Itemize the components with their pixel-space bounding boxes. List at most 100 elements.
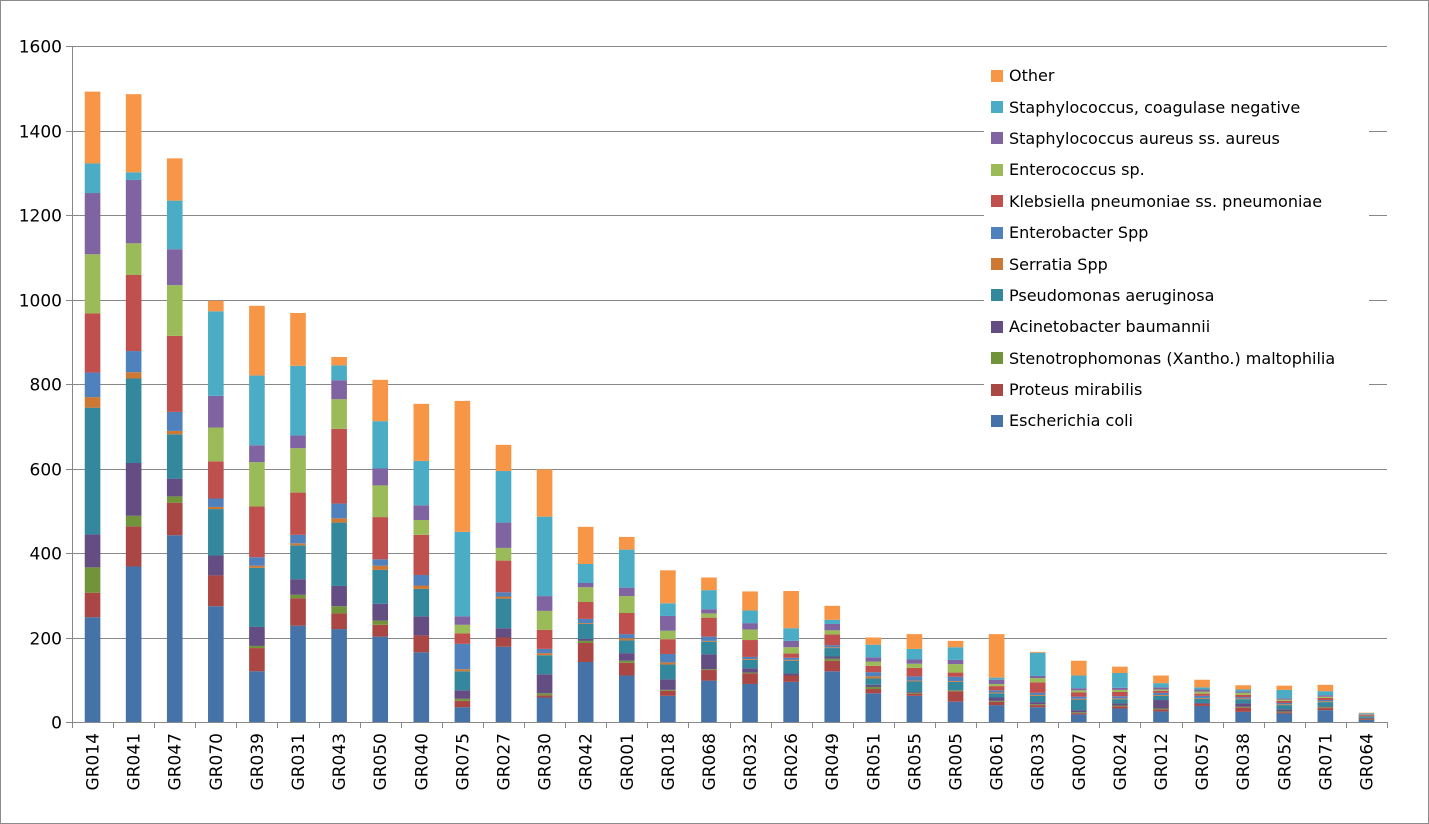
bar-segment bbox=[84, 617, 101, 722]
bar-segment bbox=[1194, 698, 1210, 703]
bar-segment bbox=[208, 300, 224, 312]
bar-segment bbox=[454, 700, 471, 708]
bar-segment bbox=[906, 659, 923, 664]
bar-segment bbox=[166, 200, 183, 250]
bar-segment bbox=[1235, 706, 1251, 708]
bar-segment bbox=[660, 689, 676, 691]
x-tick-label: GR052 bbox=[1275, 733, 1295, 790]
x-tick-label: GR012 bbox=[1152, 733, 1172, 790]
bar-segment bbox=[454, 698, 471, 701]
bar-segment bbox=[1317, 700, 1334, 702]
legend-swatch bbox=[991, 69, 1003, 82]
x-tick-label: GR007 bbox=[1070, 733, 1090, 790]
bar-segment bbox=[1112, 703, 1128, 706]
bar-segment bbox=[249, 671, 265, 722]
bar-segment bbox=[742, 623, 758, 630]
bar-segment bbox=[1153, 709, 1169, 712]
bar-segment bbox=[125, 275, 142, 352]
bar-segment bbox=[947, 659, 964, 665]
bar-segment bbox=[1235, 689, 1251, 692]
bar-segment bbox=[166, 434, 183, 479]
bar-segment bbox=[618, 536, 635, 550]
bar-segment bbox=[1235, 692, 1251, 695]
bar-segment bbox=[906, 693, 923, 696]
bar-segment bbox=[1070, 660, 1087, 676]
bar-segment bbox=[331, 380, 347, 400]
bar-segment bbox=[1194, 695, 1210, 698]
bar-segment bbox=[865, 661, 882, 666]
bar-segment bbox=[495, 596, 512, 599]
bar-stack-gr071 bbox=[1317, 684, 1334, 722]
bar-segment bbox=[906, 676, 923, 681]
bar-segment bbox=[454, 707, 471, 722]
legend-item: Pseudomonas aeruginosa bbox=[984, 280, 1369, 311]
bar-segment bbox=[577, 526, 594, 564]
bar-segment bbox=[865, 644, 882, 658]
bar-segment bbox=[166, 285, 183, 336]
bar-stack-gr075 bbox=[454, 400, 471, 722]
bar-segment bbox=[660, 664, 676, 680]
bar-segment bbox=[1070, 688, 1087, 691]
y-tick-label: 800 bbox=[30, 376, 62, 396]
bar-segment bbox=[1153, 694, 1169, 696]
bar-segment bbox=[865, 684, 882, 687]
y-tick-label: 1400 bbox=[19, 123, 62, 143]
bar-segment bbox=[495, 547, 512, 561]
bar-segment bbox=[1112, 692, 1128, 697]
bar-segment bbox=[1029, 651, 1046, 653]
bar-segment bbox=[84, 193, 101, 255]
bar-segment bbox=[947, 647, 964, 660]
x-tick-label: GR070 bbox=[207, 733, 227, 790]
bar-segment bbox=[577, 583, 594, 588]
bar-segment bbox=[372, 559, 389, 566]
bar-segment bbox=[947, 701, 964, 722]
bar-segment bbox=[701, 590, 717, 610]
bar-segment bbox=[1235, 699, 1251, 704]
bar-segment bbox=[824, 630, 841, 635]
x-tick-label: GR051 bbox=[864, 733, 884, 790]
bar-segment bbox=[1317, 702, 1334, 707]
bar-segment bbox=[372, 620, 389, 625]
y-tick-label: 200 bbox=[30, 630, 62, 650]
bar-segment bbox=[249, 462, 265, 507]
x-tick-label: GR071 bbox=[1316, 733, 1336, 790]
bar-segment bbox=[1194, 705, 1210, 722]
legend: Other Staphylococcus, coagulase negative S… bbox=[984, 60, 1369, 437]
bar-segment bbox=[577, 662, 594, 722]
bar-segment bbox=[577, 640, 594, 643]
bar-segment bbox=[413, 616, 430, 636]
x-tick-label: GR038 bbox=[1234, 733, 1254, 790]
bar-segment bbox=[125, 179, 142, 244]
bar-segment bbox=[947, 691, 964, 702]
bar-segment bbox=[1153, 689, 1169, 691]
bar-segment bbox=[536, 655, 553, 675]
bar-segment bbox=[1235, 703, 1251, 707]
bar-segment bbox=[1276, 700, 1293, 703]
bar-segment bbox=[290, 543, 306, 546]
x-tick-label: GR050 bbox=[371, 733, 391, 790]
bar-segment bbox=[1153, 690, 1169, 693]
bar-segment bbox=[208, 606, 224, 722]
bar-segment bbox=[249, 648, 265, 672]
bar-segment bbox=[536, 674, 553, 694]
legend-label: Staphylococcus, coagulase negative bbox=[1009, 97, 1301, 117]
bar-segment bbox=[125, 94, 142, 173]
bar-segment bbox=[84, 407, 101, 535]
x-tick-label: GR042 bbox=[577, 733, 597, 790]
bar-segment bbox=[783, 675, 799, 682]
bar-segment bbox=[208, 509, 224, 556]
bar-segment bbox=[1317, 696, 1334, 698]
bar-segment bbox=[988, 677, 1005, 680]
bar-stack-gr031 bbox=[290, 313, 306, 722]
bar-segment bbox=[742, 673, 758, 684]
bar-segment bbox=[906, 692, 923, 694]
bar-stack-gr052 bbox=[1276, 685, 1293, 722]
bar-segment bbox=[1070, 690, 1087, 693]
legend-swatch bbox=[991, 383, 1003, 396]
x-tick-label: GR075 bbox=[453, 733, 473, 790]
bar-segment bbox=[1112, 666, 1128, 673]
bar-segment bbox=[1029, 707, 1046, 722]
bar-segment bbox=[331, 518, 347, 523]
bar-segment bbox=[84, 163, 101, 194]
bar-segment bbox=[1194, 679, 1210, 688]
